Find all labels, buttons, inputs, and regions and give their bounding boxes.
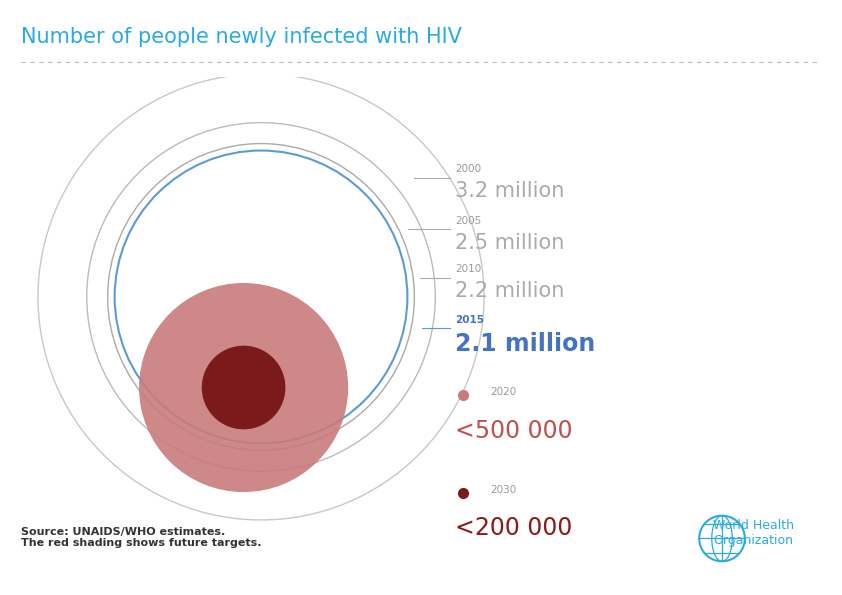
Text: 2000: 2000 [455, 164, 481, 174]
Text: 2.2 million: 2.2 million [455, 281, 564, 302]
Text: Number of people newly infected with HIV: Number of people newly infected with HIV [21, 27, 462, 47]
Text: <200 000: <200 000 [455, 516, 573, 540]
Text: 2005: 2005 [455, 216, 482, 226]
Text: <500 000: <500 000 [455, 419, 573, 443]
Circle shape [139, 283, 348, 492]
Text: World Health
Organization: World Health Organization [713, 519, 794, 547]
Text: 3.2 million: 3.2 million [455, 181, 564, 202]
Circle shape [202, 346, 285, 430]
Text: 2.5 million: 2.5 million [455, 233, 564, 253]
Text: 2.1 million: 2.1 million [455, 332, 595, 356]
Text: Source: UNAIDS/WHO estimates.
The red shading shows future targets.: Source: UNAIDS/WHO estimates. The red sh… [21, 527, 262, 548]
Text: 2015: 2015 [455, 315, 484, 325]
Text: 2030: 2030 [490, 485, 516, 495]
Text: 2010: 2010 [455, 264, 482, 274]
Text: 2020: 2020 [490, 387, 516, 397]
